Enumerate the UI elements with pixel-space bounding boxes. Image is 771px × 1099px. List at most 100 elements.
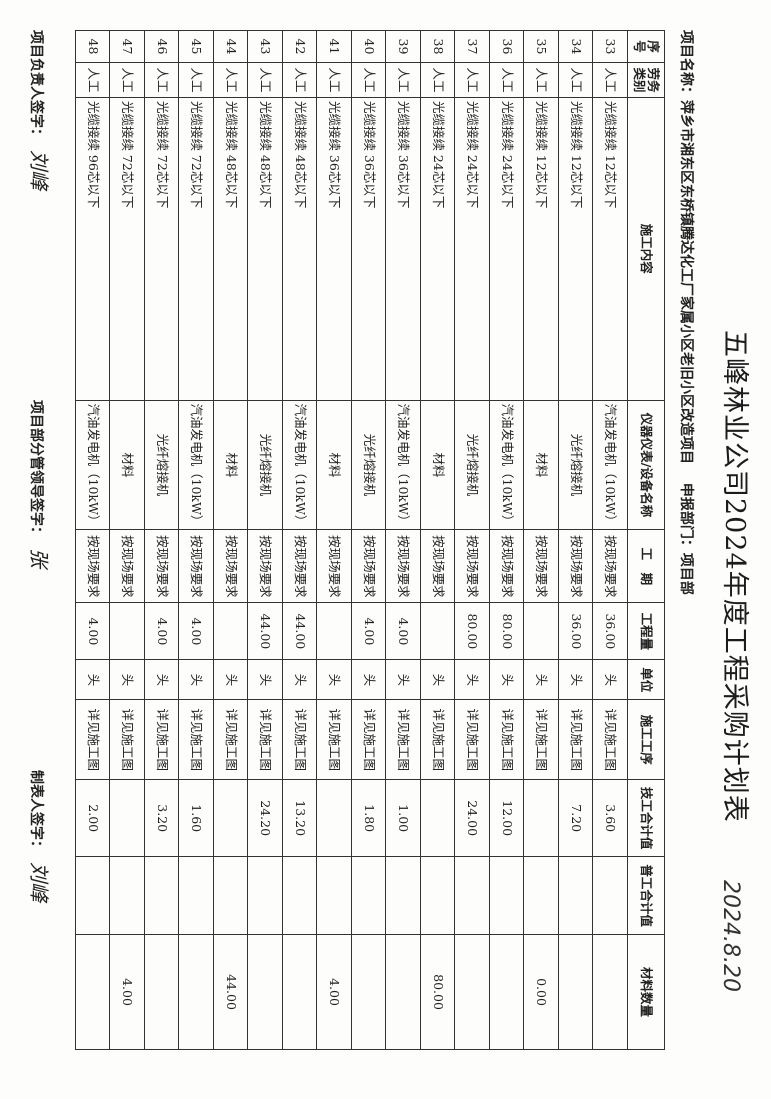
cell-general-total bbox=[213, 856, 248, 935]
cell-unit: 头 bbox=[110, 659, 145, 700]
cell-duration: 按现场要求 bbox=[75, 529, 110, 603]
header-general-total: 普工合计值 bbox=[627, 856, 665, 935]
cell-skilled-total: 3.60 bbox=[593, 779, 628, 857]
cell-labor-type: 人工 bbox=[144, 62, 179, 98]
cell-work-content: 光缆接续 36芯以下 bbox=[351, 97, 386, 401]
cell-general-total bbox=[524, 856, 559, 935]
handwritten-date: 2024.8.20 bbox=[718, 880, 743, 992]
cell-labor-type: 人工 bbox=[282, 62, 317, 98]
cell-labor-type: 人工 bbox=[75, 62, 110, 98]
project-info: 项目名称：萍乡市湘东区东桥镇腾达化工厂家属小区老旧小区改造项目 申报部门：项目部 bbox=[677, 30, 697, 595]
cell-skilled-total: 2.00 bbox=[75, 779, 110, 857]
cell-seq: 36 bbox=[489, 30, 524, 63]
cell-general-total bbox=[558, 856, 593, 935]
header-unit: 单位 bbox=[627, 659, 665, 700]
cell-work-content: 光缆接续 36芯以下 bbox=[317, 97, 352, 401]
cell-unit: 头 bbox=[593, 659, 628, 700]
cell-seq: 37 bbox=[455, 30, 490, 63]
manager-signature-field: 项目部分管领导签字： 张 bbox=[26, 400, 55, 568]
cell-work-content: 光缆接续 24芯以下 bbox=[455, 97, 490, 401]
cell-work-content: 光缆接续 24芯以下 bbox=[420, 97, 455, 401]
cell-procedure: 详见施工图 bbox=[420, 699, 455, 780]
table-row: 35 人工 光缆接续 12芯以下 材料 按现场要求头详见施工图 0.00 bbox=[524, 30, 559, 1050]
cell-unit: 头 bbox=[75, 659, 110, 700]
cell-equipment: 汽油发电机（10kW） bbox=[75, 400, 110, 530]
cell-skilled-total bbox=[213, 779, 248, 857]
cell-labor-type: 人工 bbox=[455, 62, 490, 98]
cell-unit: 头 bbox=[282, 659, 317, 700]
header-work-content: 施工内容 bbox=[627, 97, 665, 401]
table-row: 39 人工 光缆接续 36芯以下 汽油发电机（10kW） 按现场要求 4.00 头详见施工图… bbox=[386, 30, 421, 1050]
table-row: 34 人工 光缆接续 12芯以下 光纤熔接机 按现场要求 36.00 头详见施工图 7.20 bbox=[558, 30, 593, 1050]
cell-work-content: 光缆接续 72芯以下 bbox=[110, 97, 145, 401]
cell-quantity: 4.00 bbox=[144, 602, 179, 660]
cell-general-total bbox=[75, 856, 110, 935]
cell-duration: 按现场要求 bbox=[110, 529, 145, 603]
cell-unit: 头 bbox=[351, 659, 386, 700]
header-labor-type: 劳务类别 bbox=[627, 62, 665, 98]
cell-seq: 42 bbox=[282, 30, 317, 63]
cell-procedure: 详见施工图 bbox=[110, 699, 145, 780]
cell-general-total bbox=[179, 856, 214, 935]
header-duration: 工 期 bbox=[627, 529, 665, 603]
cell-unit: 头 bbox=[144, 659, 179, 700]
table-row: 44 人工 光缆接续 48芯以下 材料 按现场要求头详见施工图 44.00 bbox=[213, 30, 248, 1050]
cell-seq: 46 bbox=[144, 30, 179, 63]
cell-material-qty bbox=[593, 934, 628, 1050]
cell-material-qty: 4.00 bbox=[317, 934, 352, 1050]
cell-material-qty bbox=[144, 934, 179, 1050]
table-row: 38 人工 光缆接续 24芯以下 材料 按现场要求头详见施工图 80.00 bbox=[420, 30, 455, 1050]
cell-unit: 头 bbox=[420, 659, 455, 700]
cell-material-qty: 0.00 bbox=[524, 934, 559, 1050]
cell-seq: 34 bbox=[558, 30, 593, 63]
cell-skilled-total bbox=[524, 779, 559, 857]
cell-duration: 按现场要求 bbox=[317, 529, 352, 603]
cell-procedure: 详见施工图 bbox=[351, 699, 386, 780]
cell-procedure: 详见施工图 bbox=[593, 699, 628, 780]
cell-labor-type: 人工 bbox=[489, 62, 524, 98]
cell-duration: 按现场要求 bbox=[386, 529, 421, 603]
cell-equipment: 光纤熔接机 bbox=[248, 400, 283, 530]
cell-unit: 头 bbox=[213, 659, 248, 700]
cell-seq: 44 bbox=[213, 30, 248, 63]
cell-seq: 39 bbox=[386, 30, 421, 63]
cell-duration: 按现场要求 bbox=[248, 529, 283, 603]
cell-material-qty bbox=[489, 934, 524, 1050]
cell-procedure: 详见施工图 bbox=[455, 699, 490, 780]
cell-material-qty bbox=[282, 934, 317, 1050]
cell-duration: 按现场要求 bbox=[558, 529, 593, 603]
cell-equipment: 材料 bbox=[110, 400, 145, 530]
cell-procedure: 详见施工图 bbox=[179, 699, 214, 780]
cell-work-content: 光缆接续 72芯以下 bbox=[144, 97, 179, 401]
cell-seq: 40 bbox=[351, 30, 386, 63]
cell-procedure: 详见施工图 bbox=[282, 699, 317, 780]
cell-quantity: 44.00 bbox=[248, 602, 283, 660]
document-title: 五峰林业公司2024年度工程采购计划表 bbox=[719, 330, 750, 823]
cell-duration: 按现场要求 bbox=[524, 529, 559, 603]
cell-work-content: 光缆接续 48芯以下 bbox=[213, 97, 248, 401]
header-skilled-total: 技工合计值 bbox=[627, 779, 665, 857]
header-material-qty: 材料数量 bbox=[627, 934, 665, 1050]
cell-unit: 头 bbox=[489, 659, 524, 700]
cell-material-qty bbox=[351, 934, 386, 1050]
cell-quantity: 36.00 bbox=[593, 602, 628, 660]
cell-duration: 按现场要求 bbox=[282, 529, 317, 603]
cell-equipment: 光纤熔接机 bbox=[455, 400, 490, 530]
cell-quantity: 36.00 bbox=[558, 602, 593, 660]
cell-skilled-total: 12.00 bbox=[489, 779, 524, 857]
cell-quantity: 80.00 bbox=[455, 602, 490, 660]
dept-label: 申报部门： bbox=[678, 482, 694, 553]
cell-seq: 35 bbox=[524, 30, 559, 63]
cell-unit: 头 bbox=[317, 659, 352, 700]
cell-work-content: 光缆接续 12芯以下 bbox=[558, 97, 593, 401]
cell-unit: 头 bbox=[386, 659, 421, 700]
cell-unit: 头 bbox=[179, 659, 214, 700]
cell-duration: 按现场要求 bbox=[144, 529, 179, 603]
cell-procedure: 详见施工图 bbox=[213, 699, 248, 780]
cell-unit: 头 bbox=[248, 659, 283, 700]
maker-label: 制表人签字： bbox=[28, 770, 44, 854]
cell-equipment: 汽油发电机（10kW） bbox=[282, 400, 317, 530]
cell-procedure: 详见施工图 bbox=[489, 699, 524, 780]
cell-skilled-total bbox=[317, 779, 352, 857]
